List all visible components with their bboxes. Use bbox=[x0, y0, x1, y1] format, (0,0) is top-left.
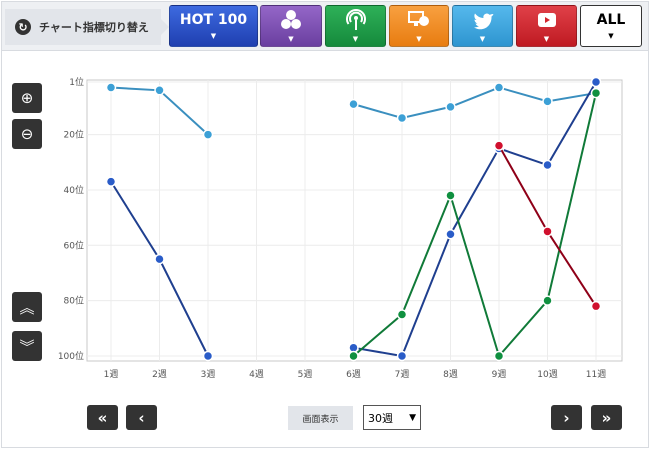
y-tick-label: 20位 bbox=[64, 129, 84, 141]
tab-all[interactable]: ALL ▼ bbox=[580, 5, 642, 47]
twitter-icon bbox=[473, 13, 493, 30]
tab-hot100[interactable]: HOT 100 ▼ bbox=[169, 5, 258, 47]
data-point-1 bbox=[202, 350, 214, 362]
data-point-0 bbox=[202, 129, 214, 140]
x-tick-label: 10週 bbox=[537, 369, 557, 380]
caret-down-icon: ▼ bbox=[409, 412, 416, 423]
data-point-2 bbox=[542, 295, 553, 306]
streaming-antenna-icon bbox=[345, 9, 366, 30]
data-point-2 bbox=[348, 350, 359, 362]
tab-twitter[interactable]: ▼ bbox=[452, 5, 513, 47]
x-tick-label: 1週 bbox=[104, 369, 119, 380]
scroll-up-button[interactable]: ︽ bbox=[12, 292, 42, 322]
first-page-button[interactable]: « bbox=[87, 405, 118, 430]
zoom-out-button[interactable]: ⊖ bbox=[12, 119, 42, 149]
x-tick-label: 3週 bbox=[201, 369, 216, 380]
x-tick-label: 6週 bbox=[346, 369, 361, 380]
data-point-2 bbox=[396, 309, 408, 320]
data-point-0 bbox=[493, 82, 505, 93]
zoom-in-button[interactable]: ⊕ bbox=[12, 83, 42, 113]
data-point-1 bbox=[105, 176, 117, 187]
x-tick-label: 4週 bbox=[249, 369, 264, 380]
chart-switch-label: ↻ チャート指標切り替え bbox=[5, 9, 169, 45]
series-line-2 bbox=[352, 92, 597, 359]
x-tick-label: 7週 bbox=[395, 369, 410, 380]
double-chevron-up-icon: ︽ bbox=[19, 298, 35, 317]
next-page-button[interactable]: › bbox=[551, 405, 582, 430]
tab-streaming[interactable]: ▼ bbox=[325, 5, 386, 47]
caret-down-icon: ▼ bbox=[479, 35, 486, 43]
data-point-0 bbox=[445, 101, 456, 113]
prev-page-button[interactable]: ‹ bbox=[126, 405, 157, 430]
tab-youtube[interactable]: ▼ bbox=[516, 5, 577, 47]
data-point-1 bbox=[154, 253, 165, 265]
caret-down-icon: ▼ bbox=[352, 35, 359, 43]
switch-label-text: チャート指標切り替え bbox=[39, 21, 149, 34]
caret-down-icon: ▼ bbox=[416, 35, 422, 43]
y-tick-label: 60位 bbox=[64, 239, 84, 251]
x-tick-label: 5週 bbox=[298, 369, 313, 380]
double-chevron-left-icon: « bbox=[97, 408, 108, 427]
period-value: 30週 bbox=[368, 411, 393, 425]
pc-lookup-icon bbox=[408, 11, 429, 26]
series-line-1 bbox=[353, 81, 597, 358]
data-point-1 bbox=[542, 159, 553, 171]
data-point-3 bbox=[542, 226, 553, 237]
x-tick-label: 11週 bbox=[586, 369, 606, 380]
data-point-3 bbox=[590, 300, 602, 312]
data-point-2 bbox=[590, 87, 602, 99]
tab-pc-lookup[interactable]: ▼ bbox=[389, 5, 449, 47]
data-point-2 bbox=[445, 190, 456, 201]
y-tick-label: 40位 bbox=[64, 184, 84, 196]
youtube-icon bbox=[537, 13, 556, 27]
data-point-2 bbox=[493, 350, 505, 362]
tab-label: HOT 100 bbox=[179, 12, 248, 28]
y-tick-label: 1位 bbox=[69, 76, 84, 88]
data-point-0 bbox=[105, 82, 117, 93]
refresh-icon: ↻ bbox=[15, 19, 31, 35]
y-tick-label: 100位 bbox=[58, 350, 84, 362]
tab-sales-download[interactable]: ▼ bbox=[260, 5, 322, 47]
period-select[interactable]: 30週 ▼ bbox=[363, 405, 421, 430]
data-point-1 bbox=[396, 350, 408, 362]
chevron-left-icon: ‹ bbox=[138, 408, 145, 427]
zoom-out-icon: ⊖ bbox=[20, 125, 34, 143]
x-tick-label: 8週 bbox=[443, 369, 458, 380]
zoom-in-icon: ⊕ bbox=[20, 89, 34, 107]
data-point-3 bbox=[493, 140, 505, 151]
caret-down-icon: ▼ bbox=[608, 32, 614, 40]
sales-download-icon bbox=[281, 10, 301, 29]
data-point-0 bbox=[154, 85, 165, 96]
caret-down-icon: ▼ bbox=[288, 35, 294, 43]
y-tick-label: 80位 bbox=[64, 295, 84, 307]
x-tick-label: 9週 bbox=[492, 369, 507, 380]
double-chevron-right-icon: » bbox=[601, 408, 612, 427]
data-point-1 bbox=[590, 76, 602, 88]
data-point-0 bbox=[396, 112, 408, 124]
double-chevron-down-icon: ︾ bbox=[19, 337, 35, 356]
x-tick-label: 2週 bbox=[152, 369, 167, 380]
plot-area bbox=[86, 79, 623, 362]
caret-down-icon: ▼ bbox=[543, 35, 550, 43]
scroll-down-button[interactable]: ︾ bbox=[12, 331, 42, 361]
data-point-0 bbox=[348, 98, 359, 110]
last-page-button[interactable]: » bbox=[591, 405, 622, 430]
display-label: 画面表示 bbox=[288, 406, 353, 430]
tab-label: ALL bbox=[596, 12, 626, 28]
data-point-0 bbox=[542, 96, 553, 107]
series-line-0 bbox=[353, 86, 597, 120]
chevron-right-icon: › bbox=[563, 408, 570, 427]
caret-down-icon: ▼ bbox=[210, 32, 217, 40]
data-point-1 bbox=[445, 228, 456, 240]
